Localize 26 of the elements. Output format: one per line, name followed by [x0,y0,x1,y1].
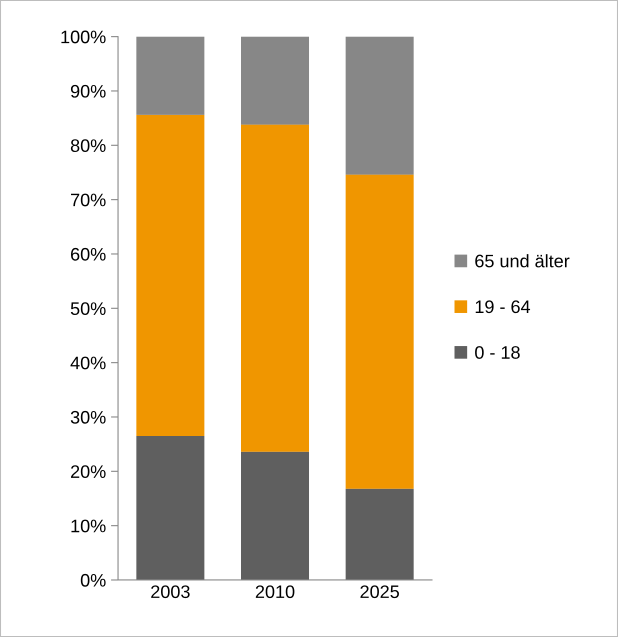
y-tick-label: 10% [71,520,106,532]
y-tick-label: 70% [71,194,106,206]
bar [241,36,310,125]
bar [241,452,310,580]
bar [136,114,204,436]
y-tick-label: 60% [71,248,106,261]
y-tick-label: 40% [70,356,106,370]
y-tick-label: 100% [61,30,106,44]
x-tick-label: 2003 [151,585,190,598]
bar [346,174,414,489]
bar [346,36,414,175]
y-tick-label: 80% [70,139,106,152]
bar [136,436,204,580]
y-tick-label: 50% [70,302,106,316]
legend-label: 65 und älter [475,254,570,268]
legend-label: 0 - 18 [475,346,520,359]
bar [136,36,204,115]
x-tick-label: 2010 [256,585,294,598]
legend-label: 19 - 64 [476,300,530,314]
y-tick-label: 90% [70,84,106,98]
y-tick-label: 0% [80,574,106,587]
y-tick-label: 30% [70,410,106,424]
x-tick-label: 2025 [360,585,399,598]
bar [241,124,310,452]
bar [346,488,414,580]
y-tick-label: 20% [71,465,106,478]
